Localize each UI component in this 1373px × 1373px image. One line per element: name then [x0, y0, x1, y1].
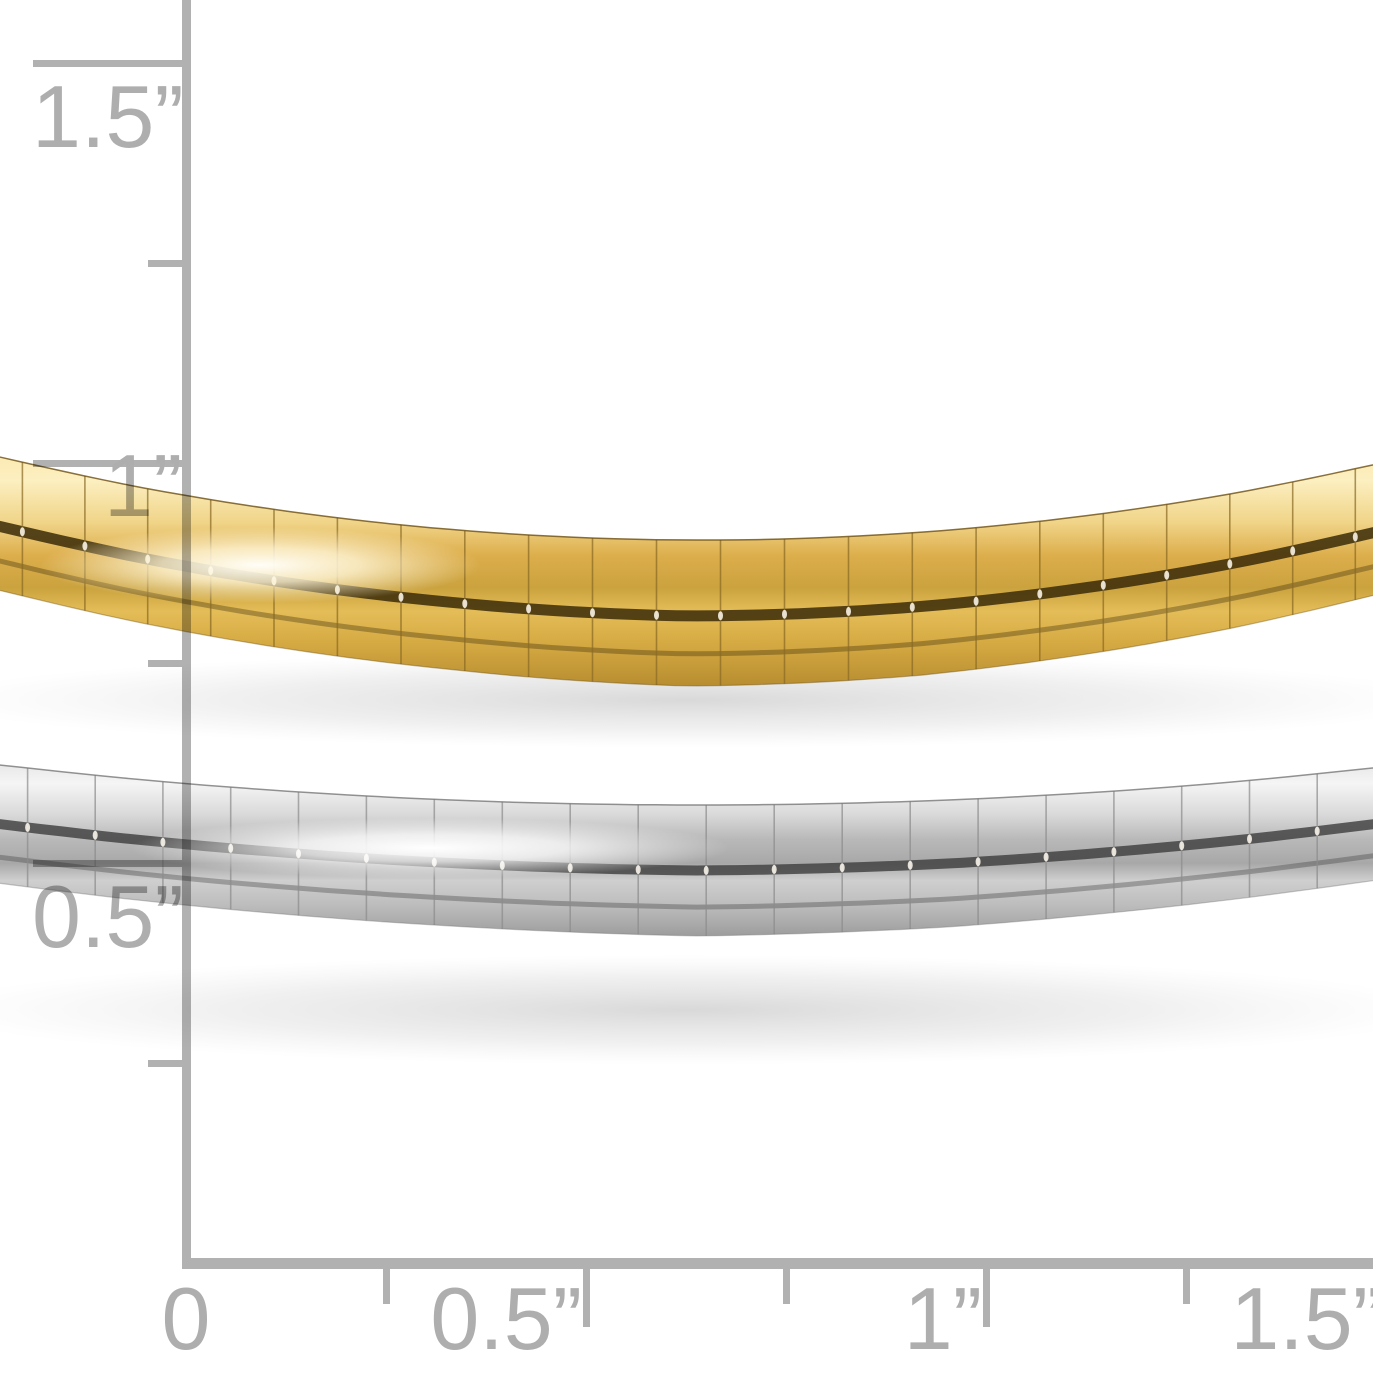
- svg-text:1”: 1”: [904, 1269, 982, 1368]
- svg-text:0.5”: 0.5”: [430, 1269, 582, 1368]
- svg-text:0: 0: [162, 1269, 211, 1368]
- svg-text:0.5”: 0.5”: [32, 867, 184, 966]
- svg-text:1.5”: 1.5”: [1230, 1269, 1373, 1368]
- svg-text:1”: 1”: [104, 436, 182, 535]
- svg-text:1.5”: 1.5”: [32, 67, 184, 166]
